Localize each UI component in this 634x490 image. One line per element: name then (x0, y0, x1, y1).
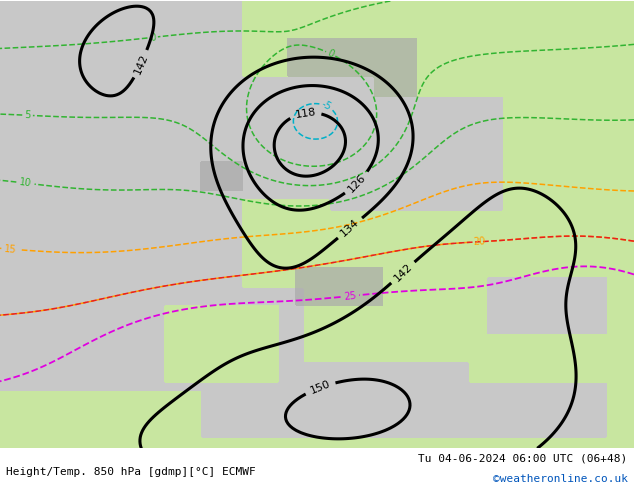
Text: 126: 126 (346, 172, 368, 194)
Text: 150: 150 (309, 379, 332, 396)
Text: 20: 20 (473, 236, 486, 247)
Text: 142: 142 (132, 52, 150, 75)
Text: 142: 142 (392, 262, 414, 284)
Text: 118: 118 (294, 107, 316, 120)
Text: 25: 25 (343, 291, 356, 302)
Text: ©weatheronline.co.uk: ©weatheronline.co.uk (493, 474, 628, 484)
Text: 5: 5 (24, 110, 31, 121)
Text: 0: 0 (326, 48, 336, 60)
Text: 15: 15 (4, 244, 17, 255)
Text: 134: 134 (339, 217, 361, 239)
Text: Height/Temp. 850 hPa [gdmp][°C] ECMWF: Height/Temp. 850 hPa [gdmp][°C] ECMWF (6, 467, 256, 477)
Text: -5: -5 (320, 99, 333, 113)
Text: Tu 04-06-2024 06:00 UTC (06+48): Tu 04-06-2024 06:00 UTC (06+48) (418, 453, 628, 463)
Text: 10: 10 (19, 177, 32, 189)
Text: 0: 0 (149, 32, 157, 43)
